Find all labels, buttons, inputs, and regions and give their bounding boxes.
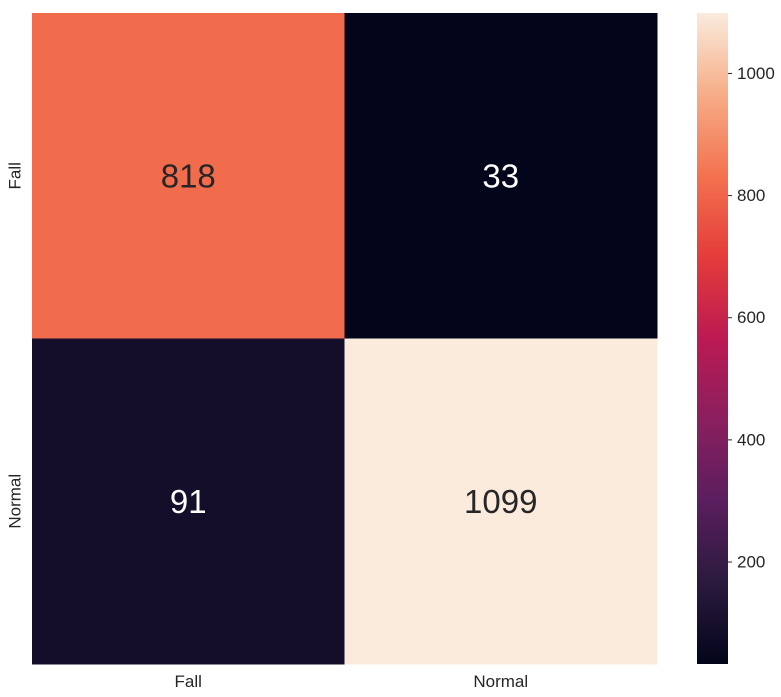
y-axis-ticks: Fall Normal	[6, 162, 25, 529]
y-tick-label: Normal	[6, 474, 25, 529]
colorbar-ticks: 200 400 600 800 1000	[728, 64, 775, 572]
heatmap-cells	[32, 13, 658, 665]
heatmap-cell	[32, 338, 345, 665]
x-tick-label: Normal	[473, 672, 528, 691]
colorbar-tick-label: 200	[737, 553, 765, 572]
cell-value-label: 33	[482, 157, 519, 194]
colorbar-tick-label: 800	[737, 186, 765, 205]
x-tick-label: Fall	[175, 672, 202, 691]
cell-value-label: 1099	[464, 483, 537, 520]
colorbar-gradient	[697, 13, 728, 664]
colorbar	[697, 13, 728, 664]
heatmap-cell	[32, 13, 345, 339]
x-axis-ticks: Fall Normal	[175, 672, 529, 691]
colorbar-tick-label: 400	[737, 430, 765, 449]
y-tick-label: Fall	[6, 162, 25, 189]
heatmap-cell	[344, 13, 658, 339]
heatmap-annotations: 818 33 91 1099	[161, 157, 538, 520]
colorbar-tick-label: 1000	[737, 64, 775, 83]
cell-value-label: 818	[161, 157, 216, 194]
colorbar-tick-label: 600	[737, 308, 765, 327]
cell-value-label: 91	[170, 483, 207, 520]
heatmap-cell	[344, 338, 658, 665]
